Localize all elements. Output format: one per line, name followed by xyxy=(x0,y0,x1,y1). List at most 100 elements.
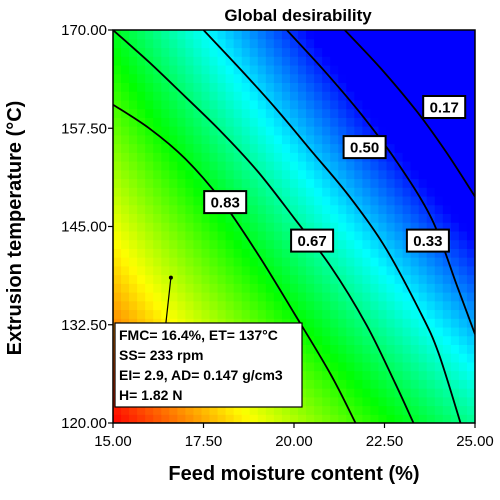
heatmap-cell xyxy=(330,91,339,101)
heatmap-cell xyxy=(386,265,396,276)
heatmap-cell xyxy=(121,222,130,232)
heatmap-cell xyxy=(330,108,339,118)
heatmap-cell xyxy=(442,178,452,188)
heatmap-cell xyxy=(129,222,138,232)
heatmap-cell xyxy=(362,248,372,258)
heatmap-cell xyxy=(394,405,404,415)
heatmap-cell xyxy=(394,379,404,389)
heatmap-cell xyxy=(201,265,211,276)
heatmap-cell xyxy=(121,204,130,214)
heatmap-cell xyxy=(450,344,460,354)
heatmap-cell xyxy=(330,292,339,302)
heatmap-cell xyxy=(257,213,267,223)
heatmap-cell xyxy=(442,47,452,57)
heatmap-cell xyxy=(273,38,283,49)
heatmap-cell xyxy=(177,283,186,293)
heatmap-cell xyxy=(145,38,154,49)
heatmap-cell xyxy=(314,414,323,423)
heatmap-cell xyxy=(402,117,412,127)
heatmap-cell xyxy=(161,309,170,319)
heatmap-cell xyxy=(201,117,211,127)
heatmap-cell xyxy=(434,274,444,284)
heatmap-cell xyxy=(450,326,460,337)
heatmap-cell xyxy=(145,309,154,319)
heatmap-cell xyxy=(298,38,307,49)
heatmap-cell xyxy=(225,108,235,118)
heatmap-cell xyxy=(402,204,412,214)
heatmap-cell xyxy=(241,47,251,57)
heatmap-cell xyxy=(338,344,347,354)
heatmap-cell xyxy=(434,38,444,49)
heatmap-cell xyxy=(442,335,452,345)
heatmap-cell xyxy=(225,265,235,276)
heatmap-cell xyxy=(418,178,428,188)
heatmap-cell xyxy=(265,126,275,136)
heatmap-cell xyxy=(249,108,259,118)
heatmap-cell xyxy=(241,283,251,293)
heatmap-cell xyxy=(249,230,259,241)
heatmap-cell xyxy=(450,353,460,363)
heatmap-cell xyxy=(265,38,275,49)
heatmap-cell xyxy=(442,283,452,293)
heatmap-cell xyxy=(410,108,420,118)
heatmap-cell xyxy=(330,230,339,241)
heatmap-cell xyxy=(378,414,388,423)
heatmap-cell xyxy=(265,187,275,197)
heatmap-cell xyxy=(145,300,154,311)
heatmap-cell xyxy=(137,292,146,302)
heatmap-cell xyxy=(458,335,468,345)
heatmap-cell xyxy=(185,187,195,197)
heatmap-cell xyxy=(298,82,307,92)
heatmap-cell xyxy=(354,47,363,57)
heatmap-cell xyxy=(450,283,460,293)
heatmap-cell xyxy=(434,56,444,66)
heatmap-cell xyxy=(185,178,195,188)
heatmap-cell xyxy=(249,56,259,66)
heatmap-cell xyxy=(281,30,291,40)
heatmap-cell xyxy=(378,38,388,49)
heatmap-cell xyxy=(217,73,227,83)
heatmap-cell xyxy=(265,99,275,110)
heatmap-cell xyxy=(322,91,331,101)
heatmap-cell xyxy=(289,292,299,302)
heatmap-cell xyxy=(298,248,307,258)
heatmap-cell xyxy=(458,265,468,276)
heatmap-cell xyxy=(257,91,267,101)
heatmap-cell xyxy=(322,248,331,258)
heatmap-cell xyxy=(298,169,307,180)
heatmap-cell xyxy=(322,161,331,171)
heatmap-cell xyxy=(330,405,339,415)
heatmap-cell xyxy=(410,126,420,136)
heatmap-cell xyxy=(113,143,122,153)
heatmap-cell xyxy=(330,379,339,389)
heatmap-cell xyxy=(281,108,291,118)
heatmap-cell xyxy=(177,300,186,311)
heatmap-cell xyxy=(306,91,315,101)
heatmap-cell xyxy=(201,414,211,423)
heatmap-cell xyxy=(426,300,436,311)
heatmap-cell xyxy=(410,326,420,337)
heatmap-cell xyxy=(362,64,372,75)
heatmap-cell xyxy=(362,344,372,354)
heatmap-cell xyxy=(137,274,146,284)
heatmap-cell xyxy=(217,222,227,232)
heatmap-cell xyxy=(458,30,468,40)
heatmap-cell xyxy=(322,283,331,293)
heatmap-cell xyxy=(209,169,219,180)
heatmap-cell xyxy=(314,64,323,75)
heatmap-cell xyxy=(402,64,412,75)
heatmap-cell xyxy=(386,361,396,372)
heatmap-cell xyxy=(394,326,404,337)
heatmap-cell xyxy=(458,326,468,337)
heatmap-cell xyxy=(410,82,420,92)
heatmap-cell xyxy=(185,82,195,92)
heatmap-cell xyxy=(410,353,420,363)
heatmap-cell xyxy=(169,30,178,40)
heatmap-cell xyxy=(201,292,211,302)
heatmap-cell xyxy=(169,47,178,57)
heatmap-cell xyxy=(418,283,428,293)
heatmap-cell xyxy=(137,152,146,162)
heatmap-cell xyxy=(121,64,130,75)
heatmap-cell xyxy=(338,30,347,40)
heatmap-cell xyxy=(410,318,420,328)
